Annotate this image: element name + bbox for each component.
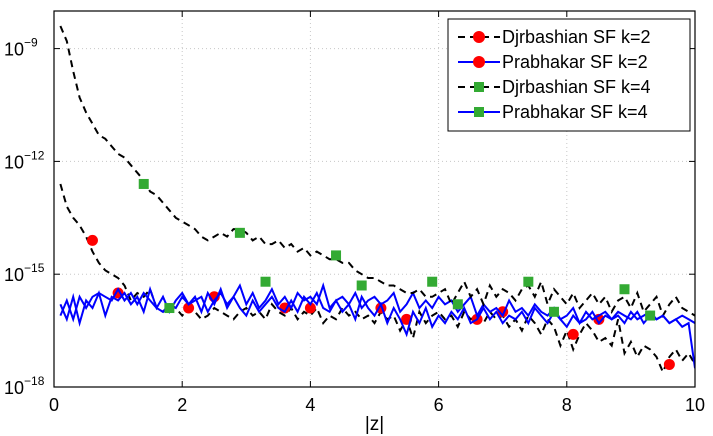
y-tick-label: 10−9	[4, 36, 38, 60]
legend-entry-label: Djrbashian SF k=4	[502, 77, 651, 97]
series-marker	[645, 310, 656, 321]
legend: Djrbashian SF k=2 Prabhakar SF k=2 Djrbash…	[447, 18, 691, 132]
series-3	[59, 25, 695, 319]
series-marker	[164, 303, 175, 314]
legend-entry-label: Djrbashian SF k=2	[502, 27, 651, 47]
series-marker	[331, 250, 342, 261]
series-marker	[138, 178, 149, 189]
series-marker	[567, 328, 579, 340]
x-tick-label: 8	[562, 395, 572, 415]
series-marker	[260, 276, 271, 287]
grid	[54, 11, 695, 387]
axis-ticks: 0 2 4 6 8 10 10−18 10−15 10−12 10−9	[4, 11, 705, 415]
x-tick-label: 2	[177, 395, 187, 415]
series-line	[59, 282, 695, 369]
y-tick-label: 10−18	[4, 374, 45, 398]
series-marker	[663, 358, 675, 370]
plot-series	[59, 25, 695, 375]
legend-entry-label: Prabhakar SF k=4	[502, 102, 648, 122]
series-line	[59, 183, 695, 375]
plot-frame	[53, 10, 696, 388]
series-marker	[619, 284, 630, 295]
x-tick-label: 4	[305, 395, 315, 415]
series-marker	[523, 276, 534, 287]
legend-marker	[473, 56, 485, 68]
series-2	[59, 282, 695, 369]
series-marker	[427, 276, 438, 287]
x-tick-label: 10	[685, 395, 705, 415]
series-marker	[356, 280, 367, 291]
x-tick-label: 6	[434, 395, 444, 415]
legend-marker	[474, 107, 484, 117]
series-marker	[234, 227, 245, 238]
series-line	[59, 25, 695, 319]
series-marker	[452, 299, 463, 310]
series-4	[59, 276, 695, 338]
legend-marker	[474, 82, 484, 92]
y-tick-label: 10−12	[4, 148, 45, 172]
legend-marker	[473, 31, 485, 43]
series-marker	[183, 302, 195, 314]
series-marker	[304, 302, 316, 314]
series-marker	[86, 234, 98, 246]
series-1	[59, 183, 695, 375]
x-tick-label: 0	[49, 395, 59, 415]
legend-entry-label: Prabhakar SF k=2	[502, 52, 648, 72]
x-axis-label: |z|	[365, 414, 384, 435]
y-tick-label: 10−15	[4, 261, 45, 285]
series-marker	[548, 306, 559, 317]
series-line	[59, 287, 695, 338]
